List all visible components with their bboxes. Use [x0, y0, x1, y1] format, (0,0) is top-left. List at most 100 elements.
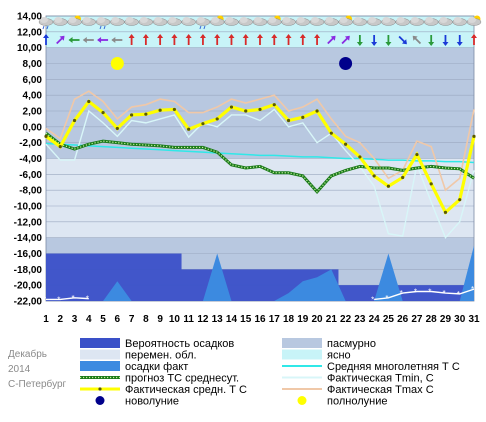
wind-arrow-icon — [299, 34, 306, 45]
wind-arrow-icon — [228, 34, 235, 45]
legend-label: полнолуние — [327, 396, 387, 408]
actual-mean-point — [258, 107, 262, 112]
x-tick-label: 3 — [72, 314, 78, 325]
x-tick-label: 12 — [197, 314, 209, 325]
snow-marker: * — [457, 290, 460, 299]
cloud-icon — [238, 17, 253, 26]
wind-arrow-icon — [97, 37, 109, 43]
legend-label: новолуние — [125, 396, 179, 408]
y-tick-label: 14,00 — [17, 12, 42, 23]
x-tick-label: 5 — [100, 314, 106, 325]
legend-label: Фактическая средн. Т С — [125, 384, 247, 396]
x-tick-label: 19 — [297, 314, 309, 325]
wind-arrow-icon — [142, 34, 149, 45]
rain-drop — [99, 25, 102, 30]
cloud-puff — [468, 17, 476, 23]
wind-arrow-icon — [214, 34, 221, 45]
y-tick-label: -2,00 — [19, 138, 42, 149]
actual-mean-point — [472, 134, 476, 138]
x-tick-label: 30 — [454, 314, 466, 325]
actual-mean-point — [187, 127, 191, 131]
arrow-head — [228, 34, 235, 38]
arrow-head — [82, 37, 87, 43]
arrow-head — [111, 37, 116, 43]
wind-arrow-icon — [185, 34, 192, 45]
arrow-head — [285, 34, 292, 38]
cloud-icon — [252, 17, 268, 26]
actual-mean-point — [315, 109, 319, 113]
snow-marker: * — [385, 294, 388, 303]
legend-label: осадки факт — [125, 361, 188, 373]
legend-swatch — [95, 396, 105, 405]
legend-item-actual_tmin: Фактическая Tmin, С — [282, 373, 434, 385]
actual-mean-point — [101, 110, 105, 115]
x-tick-label: 4 — [86, 314, 92, 325]
cloud-puff — [196, 17, 205, 23]
wind-arrow-icon — [428, 35, 435, 46]
cloud-icon — [224, 17, 239, 26]
wind-arrow-icon — [242, 34, 249, 45]
x-tick-label: 20 — [312, 314, 324, 325]
snow-marker: * — [57, 295, 60, 304]
x-tick-label: 6 — [115, 314, 121, 325]
cloud-icon — [366, 17, 382, 26]
wind-arrow-icon — [327, 35, 336, 45]
wind-arrow-icon — [341, 35, 350, 45]
cloud-icon — [452, 17, 467, 26]
x-tick-label: 2 — [57, 314, 63, 325]
arrow-head — [401, 39, 407, 45]
x-tick-label: 8 — [143, 314, 149, 325]
rain-drop — [199, 25, 202, 30]
legend-item-variable_cloud: перемен. обл. — [80, 349, 197, 362]
y-tick-label: -12,00 — [14, 217, 43, 228]
precip-actual-area — [46, 245, 474, 301]
cloud-puff — [168, 17, 177, 23]
arrow-head — [43, 34, 49, 38]
snow-marker: * — [43, 295, 46, 304]
cloud-icon — [181, 17, 196, 26]
x-tick-label: 7 — [129, 314, 135, 325]
legend-item-actual_mean: Фактическая средн. Т С — [80, 384, 247, 396]
actual-mean-point — [401, 175, 405, 180]
legend-item-actual_tmax: Фактическая Tmax С — [282, 384, 434, 396]
actual-mean-point — [115, 126, 119, 131]
wind-arrow-icon — [171, 34, 178, 45]
wind-arrow-icon — [314, 34, 321, 45]
x-tick-label: 27 — [411, 314, 423, 325]
snow-marker: * — [371, 295, 374, 304]
actual-mean-point — [229, 105, 234, 109]
legend-item-forecast_mean: прогноз ТС среднесут. — [80, 373, 239, 385]
actual-mean-point — [215, 117, 219, 121]
arrow-head — [299, 34, 306, 38]
cloud-puff — [353, 17, 362, 23]
cloud-icon — [138, 17, 154, 26]
legend-swatch — [282, 338, 322, 348]
actual-mean-point — [458, 198, 462, 202]
x-tick-label: 18 — [283, 314, 295, 325]
cloud-icon — [81, 17, 97, 26]
cloud-puff — [82, 17, 91, 23]
wind-arrow-icon — [456, 35, 463, 46]
x-tick-label: 25 — [383, 314, 395, 325]
cloud-icon — [395, 17, 410, 26]
cloud-puff — [97, 17, 106, 23]
legend-item-precip_probability: Вероятность осадков — [80, 338, 234, 350]
cloud-puff — [40, 17, 48, 23]
x-tick-label: 22 — [340, 314, 352, 325]
sun-cloud-icon — [338, 15, 353, 26]
actual-mean-point — [201, 122, 205, 126]
wind-arrow-icon — [111, 37, 123, 43]
arrow-head — [456, 42, 463, 46]
full-moon-marker — [110, 57, 124, 70]
actual-mean-point — [344, 142, 348, 146]
cloud-puff — [211, 17, 220, 23]
forecast-mean-dots — [45, 132, 475, 193]
legend-item-climate_mean: Средняя многолетняя Т С — [282, 361, 460, 373]
month-label: Декабрь — [8, 348, 47, 360]
wind-arrow-icon — [356, 35, 363, 46]
actual-mean-point — [58, 145, 62, 149]
snow-marker: * — [72, 294, 75, 303]
weather-icons-row — [38, 15, 482, 30]
x-tick-label: 10 — [169, 314, 181, 325]
